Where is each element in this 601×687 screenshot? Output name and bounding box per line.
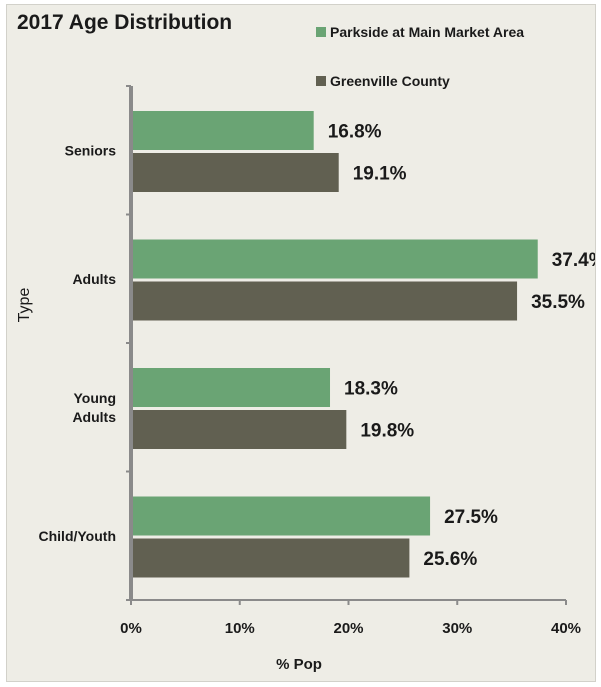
x-tick-label-40: 40% (551, 620, 581, 637)
bar-child-youth-greenville (131, 538, 410, 578)
chart-container: 2017 Age Distribution Parkside at Main M… (6, 4, 596, 682)
legend-label-greenville: Greenville County (330, 73, 450, 89)
bars (131, 111, 538, 578)
y-axis-title: Type (16, 288, 33, 323)
chart-title: 2017 Age Distribution (17, 11, 232, 34)
x-tick-label-30: 30% (442, 620, 472, 637)
bar-adults-greenville (131, 281, 518, 321)
bar-young-adults-greenville (131, 410, 347, 449)
data-label-seniors-parkside: 16.8% (328, 122, 382, 143)
category-label-young-adults: Young Adults (72, 390, 116, 425)
age-distribution-chart: 2017 Age Distribution Parkside at Main M… (16, 11, 596, 673)
data-label-young-adults-parkside: 18.3% (344, 379, 398, 400)
axes: 0% 10% 20% 30% 40% (120, 85, 581, 637)
x-axis-title: % Pop (276, 656, 322, 673)
data-label-child-youth-parkside: 27.5% (444, 507, 498, 528)
bar-seniors-greenville (131, 153, 339, 192)
legend: Parkside at Main Market Area Greenville … (316, 24, 524, 89)
category-label-child-youth: Child/Youth (39, 528, 117, 544)
bar-adults-parkside (131, 239, 538, 279)
category-label-adults: Adults (72, 271, 116, 287)
bar-child-youth-parkside (131, 496, 431, 536)
data-label-adults-greenville: 35.5% (531, 292, 585, 313)
legend-swatch-greenville (316, 76, 326, 86)
x-tick-label-0: 0% (120, 620, 142, 637)
data-label-seniors-greenville: 19.1% (353, 164, 407, 185)
x-tick-label-20: 20% (333, 620, 363, 637)
data-label-adults-parkside: 37.4% (552, 250, 595, 271)
category-label-seniors: Seniors (65, 142, 117, 158)
bar-seniors-parkside (131, 111, 314, 150)
data-label-young-adults-greenville: 19.8% (360, 421, 414, 442)
x-tick-label-10: 10% (225, 620, 255, 637)
legend-swatch-parkside (316, 27, 326, 37)
bar-young-adults-parkside (131, 368, 331, 407)
legend-label-parkside: Parkside at Main Market Area (330, 24, 524, 40)
labels: 16.8% 19.1% Seniors 37.4% 35.5% Adults 18.3% 19… (39, 122, 596, 571)
data-label-child-youth-greenville: 25.6% (423, 549, 477, 570)
